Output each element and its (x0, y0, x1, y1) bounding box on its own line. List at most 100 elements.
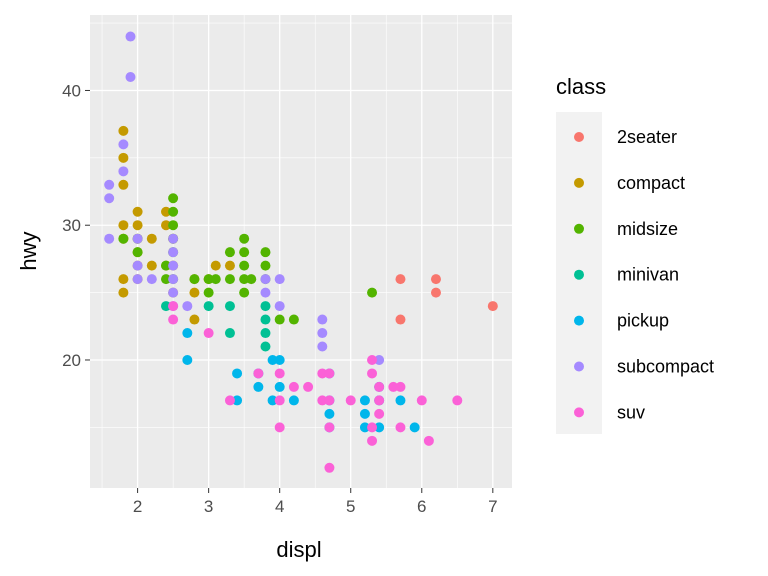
point-compact (118, 287, 129, 298)
point-compact (189, 314, 200, 325)
legend: 2seater compact midsize minivan pickup subcom… (574, 127, 714, 422)
point-suv (374, 395, 385, 406)
point-subcompact (374, 354, 385, 365)
point-suv (452, 395, 463, 406)
point-minivan (203, 301, 214, 312)
point-subcompact (317, 328, 328, 339)
point-minivan (260, 301, 271, 312)
point-subcompact (274, 274, 285, 285)
point-midsize (239, 287, 250, 298)
point-suv (253, 368, 264, 379)
point-subcompact (118, 166, 129, 177)
point-suv (274, 395, 285, 406)
point-midsize (224, 247, 235, 258)
point-subcompact (146, 274, 157, 285)
legend-label-subcompact: subcompact (617, 357, 714, 377)
point-pickup (274, 354, 285, 365)
point-pickup (359, 408, 370, 419)
point-subcompact (125, 31, 136, 42)
point-suv (324, 395, 335, 406)
legend-label-2seater: 2seater (617, 127, 677, 147)
point-suv (367, 435, 378, 446)
x-tick-label: 2 (133, 497, 142, 516)
point-pickup (267, 395, 278, 406)
point-suv (303, 381, 314, 392)
axes: 2 3 4 5 6 7 20 30 40 (62, 81, 497, 516)
point-minivan (161, 301, 172, 312)
point-minivan (224, 301, 235, 312)
point-midsize (132, 247, 143, 258)
point-subcompact (168, 260, 179, 271)
point-compact (161, 206, 172, 217)
point-suv (367, 354, 378, 365)
point-suv (324, 462, 335, 473)
point-midsize (274, 314, 285, 325)
y-tick-label: 30 (62, 216, 81, 235)
point-midsize (168, 220, 179, 231)
point-midsize (203, 274, 214, 285)
point-subcompact (104, 179, 115, 190)
point-pickup (409, 422, 420, 433)
point-compact (161, 220, 172, 231)
legend-key-midsize (574, 223, 584, 234)
x-tick-label: 6 (417, 497, 426, 516)
point-compact (118, 152, 129, 163)
point-suv (324, 422, 335, 433)
point-midsize (224, 274, 235, 285)
legend-label-midsize: midsize (617, 219, 678, 239)
point-compact (189, 287, 200, 298)
point-pickup (182, 328, 193, 339)
legend-key-minivan (574, 269, 584, 280)
point-2seater (395, 314, 406, 325)
plot-panel (90, 15, 512, 488)
point-suv (416, 395, 427, 406)
point-suv (423, 435, 434, 446)
point-suv (203, 328, 214, 339)
point-suv (317, 368, 328, 379)
x-axis-title: displ (276, 537, 321, 562)
y-tick-label: 20 (62, 351, 81, 370)
point-suv (367, 368, 378, 379)
point-pickup (395, 395, 406, 406)
point-compact (132, 206, 143, 217)
point-subcompact (104, 193, 115, 204)
point-midsize (168, 206, 179, 217)
point-suv (367, 422, 378, 433)
point-midsize (239, 260, 250, 271)
point-midsize (246, 274, 257, 285)
point-midsize (288, 314, 299, 325)
point-subcompact (182, 301, 193, 312)
point-subcompact (132, 274, 143, 285)
legend-key-2seater (574, 132, 584, 142)
point-minivan (260, 314, 271, 325)
point-midsize (118, 233, 129, 244)
point-subcompact (168, 247, 179, 258)
point-subcompact (168, 287, 179, 298)
y-tick-label: 40 (62, 81, 81, 100)
point-compact (118, 220, 129, 231)
point-pickup (374, 422, 385, 433)
point-pickup (274, 381, 285, 392)
point-pickup (324, 408, 335, 419)
point-minivan (224, 328, 235, 339)
point-pickup (182, 354, 193, 365)
x-tick-label: 5 (346, 497, 355, 516)
point-midsize (260, 260, 271, 271)
point-midsize (210, 274, 221, 285)
point-compact (118, 125, 129, 136)
point-compact (118, 179, 129, 190)
point-subcompact (317, 314, 328, 325)
point-suv (224, 395, 235, 406)
point-subcompact (104, 233, 115, 244)
point-midsize (203, 287, 214, 298)
point-midsize (161, 260, 172, 271)
point-2seater (487, 301, 498, 312)
point-suv (168, 301, 179, 312)
point-subcompact (317, 341, 328, 352)
point-compact (146, 233, 157, 244)
point-2seater (395, 274, 406, 285)
point-2seater (430, 287, 441, 298)
point-subcompact (168, 274, 179, 285)
point-midsize (189, 274, 200, 285)
